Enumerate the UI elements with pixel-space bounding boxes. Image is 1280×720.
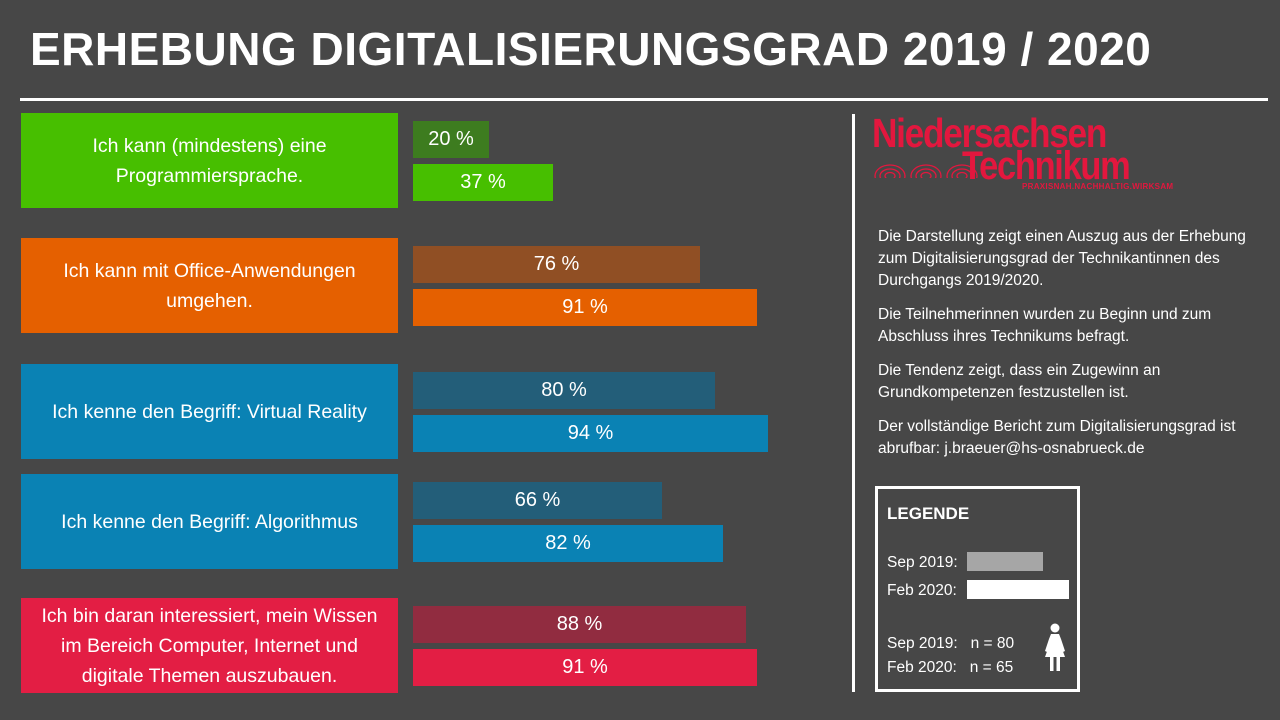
- woman-icon: [1045, 623, 1065, 671]
- question-label: Ich kann mit Office-Anwendungen umgehen.: [63, 259, 356, 312]
- legend-title: LEGENDE: [887, 504, 970, 523]
- bar-sep2019: 20 %: [413, 121, 489, 158]
- bar-value-label: 37 %: [460, 171, 506, 193]
- question-box: Ich kann mit Office-Anwendungen umgehen.: [21, 238, 398, 333]
- vertical-divider: [852, 114, 855, 692]
- bar-feb2020: 91 %: [413, 649, 757, 686]
- legend-label-feb2020: Feb 2020:: [887, 582, 957, 599]
- description-text: Die Darstellung zeigt einen Auszug aus d…: [878, 226, 1248, 472]
- legend-swatch-sep2019: [967, 552, 1043, 571]
- question-box: Ich kann (mindestens) eine Programmiersp…: [21, 113, 398, 208]
- bar-value-label: 80 %: [541, 379, 587, 401]
- bar-value-label: 94 %: [567, 422, 614, 444]
- question-label: Ich bin daran interessiert, mein Wissen …: [41, 604, 378, 687]
- bar-feb2020: 94 %: [413, 415, 768, 452]
- description-paragraph: Die Darstellung zeigt einen Auszug aus d…: [878, 228, 1246, 289]
- question-box: Ich kenne den Begriff: Virtual Reality: [21, 364, 398, 459]
- question-box: Ich bin daran interessiert, mein Wissen …: [21, 598, 398, 693]
- logo-text-line2: Technikum: [962, 144, 1131, 188]
- bar-sep2019: 66 %: [413, 482, 662, 519]
- page-title: ERHEBUNG DIGITALISIERUNGSGRAD 2019 / 202…: [30, 23, 1152, 75]
- description-paragraph: Die Teilnehmerinnen wurden zu Beginn und…: [878, 306, 1212, 345]
- description-paragraph: Die Tendenz zeigt, dass ein Zugewinn an …: [878, 362, 1161, 401]
- bar-value-label: 91 %: [562, 296, 608, 318]
- question-label: Ich kann (mindestens) eine Programmiersp…: [92, 134, 327, 187]
- legend-box: LEGENDE Sep 2019: Feb 2020: Sep 2019: n …: [875, 486, 1080, 692]
- legend-label-sep2019: Sep 2019:: [887, 554, 958, 571]
- bar-value-label: 66 %: [514, 489, 561, 511]
- legend-swatch-feb2020: [967, 580, 1069, 599]
- bar-value-label: 88 %: [556, 613, 603, 635]
- legend-n-feb2020: Feb 2020: n = 65: [887, 659, 1014, 676]
- bar-sep2019: 80 %: [413, 372, 715, 409]
- niedersachsen-technikum-logo: Niedersachsen Technikum PRAXISNAH.NACHHA…: [872, 110, 1173, 194]
- bar-feb2020: 91 %: [413, 289, 757, 326]
- bar-value-label: 20 %: [428, 128, 474, 150]
- question-label: Ich kenne den Begriff: Algorithmus: [61, 510, 358, 533]
- description-paragraph: Der vollständige Bericht zum Digitalisie…: [878, 418, 1236, 457]
- title-divider: [20, 98, 1268, 101]
- legend-n-sep2019: Sep 2019: n = 80: [887, 635, 1015, 652]
- logo-tagline: PRAXISNAH.NACHHALTIG.WIRKSAM: [1022, 182, 1174, 191]
- bar-value-label: 82 %: [545, 532, 591, 554]
- bar-feb2020: 82 %: [413, 525, 723, 562]
- logo-text-line1: Niedersachsen: [872, 110, 1107, 156]
- bar-value-label: 91 %: [562, 656, 608, 678]
- question-label: Ich kenne den Begriff: Virtual Reality: [52, 400, 367, 423]
- question-box: Ich kenne den Begriff: Algorithmus: [21, 474, 398, 569]
- bar-sep2019: 76 %: [413, 246, 700, 283]
- bar-sep2019: 88 %: [413, 606, 746, 643]
- bar-feb2020: 37 %: [413, 164, 553, 201]
- bar-value-label: 76 %: [533, 253, 580, 275]
- logo-rings-icon: [872, 164, 982, 188]
